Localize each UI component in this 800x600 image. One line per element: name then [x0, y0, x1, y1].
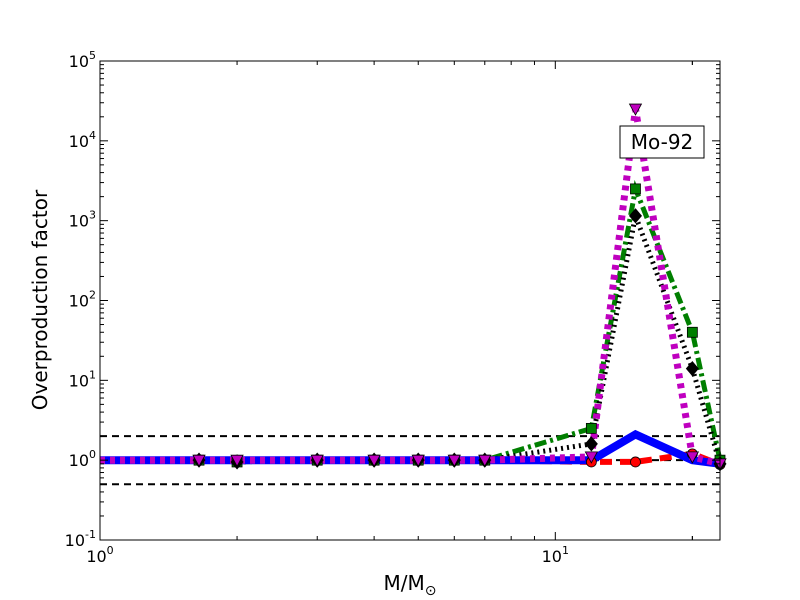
- tick-exponent: 5: [89, 49, 96, 62]
- tick-exponent: 0: [89, 448, 96, 461]
- annotation-box: Mo-92: [619, 125, 705, 159]
- tick-marks: [99, 60, 720, 541]
- annotation-frame: [619, 125, 705, 159]
- x-axis-label: M/M⊙: [384, 571, 437, 599]
- marker-triangle-down: [628, 103, 643, 116]
- marker-triangle-down: [192, 454, 206, 468]
- marker-square: [630, 183, 641, 195]
- tick-base: 10: [69, 132, 89, 151]
- annotation-text: Mo-92: [631, 130, 694, 154]
- marker-triangle-down: [230, 454, 244, 468]
- reference-lines: [100, 435, 720, 486]
- y-tick-label: 10-1: [65, 528, 96, 550]
- x-tick-label: 100: [86, 544, 113, 566]
- y-tick-label: 105: [69, 49, 96, 71]
- marker-triangle-down: [447, 454, 461, 468]
- tick-exponent: 0: [107, 544, 114, 557]
- x-axis-label-subscript: ⊙: [425, 583, 437, 599]
- series-line: [100, 108, 721, 468]
- marker-square: [585, 422, 597, 434]
- tick-base: 10: [65, 531, 85, 550]
- marker-triangle-down: [310, 454, 324, 468]
- marker-diamond: [584, 436, 598, 452]
- marker-triangle-down: [411, 454, 425, 468]
- x-tick-label: 101: [542, 544, 569, 566]
- marker-triangle-down: [367, 454, 381, 468]
- marker-diamond: [685, 361, 699, 377]
- tick-exponent: 2: [89, 289, 96, 302]
- marker-triangle-down: [584, 451, 599, 464]
- x-axis-label-main: M/M: [384, 571, 425, 595]
- marker-triangle-down: [685, 451, 700, 464]
- tick-base: 10: [69, 451, 89, 470]
- tick-base: 10: [69, 292, 89, 311]
- y-tick-label: 104: [69, 129, 96, 151]
- tick-base: 10: [69, 52, 89, 71]
- series-layer: [100, 108, 723, 468]
- marker-diamond: [628, 208, 643, 224]
- y-tick-label: 101: [69, 368, 96, 390]
- y-axis-label: Overproduction factor: [28, 189, 52, 410]
- y-tick-label: 102: [69, 289, 96, 311]
- tick-base: 10: [542, 547, 562, 566]
- tick-exponent: 4: [89, 129, 96, 142]
- tick-exponent: 3: [89, 209, 96, 222]
- marker-square: [686, 326, 698, 338]
- tick-base: 10: [69, 212, 89, 231]
- tick-exponent: 1: [562, 544, 569, 557]
- marker-layer: [192, 103, 727, 472]
- y-tick-label: 100: [69, 448, 96, 470]
- y-tick-label: 103: [69, 209, 96, 231]
- series-line: [100, 179, 723, 465]
- tick-exponent: -1: [85, 528, 96, 541]
- tick-exponent: 1: [89, 368, 96, 381]
- tick-base: 10: [86, 547, 106, 566]
- marker-triangle-down: [478, 454, 492, 468]
- tick-base: 10: [69, 371, 89, 390]
- marker-circle: [630, 456, 641, 468]
